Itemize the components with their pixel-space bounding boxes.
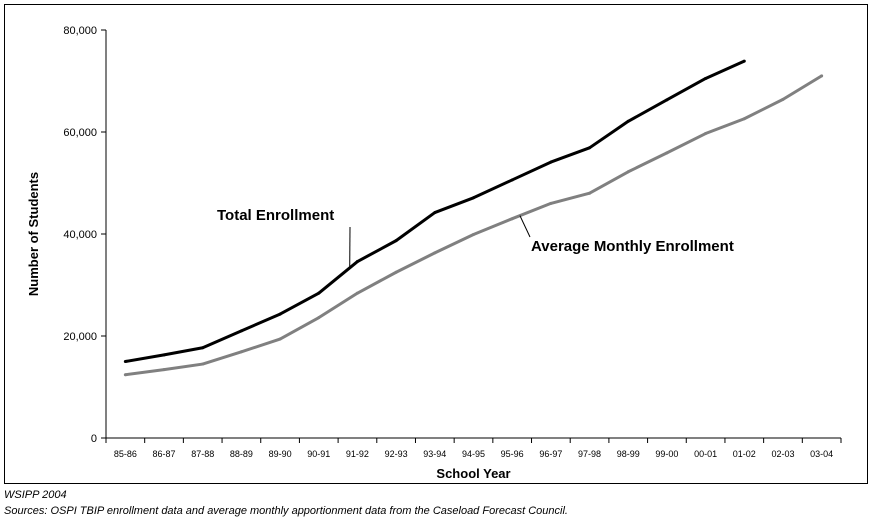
data-point	[162, 353, 166, 357]
series-label-total-enrollment: Total Enrollment	[217, 207, 334, 224]
line-chart: 0 20,000 40,000 60,000 80,000 85-86 86-87 87-88…	[26, 25, 842, 481]
y-tick-label: 0	[91, 433, 97, 445]
data-point	[665, 151, 669, 155]
data-point	[742, 59, 746, 63]
x-tick-label: 98-99	[617, 449, 640, 459]
x-tick-label: 00-01	[694, 449, 717, 459]
data-point	[704, 132, 708, 136]
x-axis-title: School Year	[436, 466, 510, 481]
x-tick-label: 85-86	[114, 449, 137, 459]
data-point	[239, 329, 243, 333]
data-point	[278, 337, 282, 341]
data-point	[433, 211, 437, 215]
labels: School Year Number of Students Total Enrol…	[26, 172, 734, 481]
x-tick-label: 91-92	[346, 449, 369, 459]
x-tick-label: 03-04	[810, 449, 833, 459]
data-point	[317, 291, 321, 295]
x-tick-label: 02-03	[771, 449, 794, 459]
ticks: 0 20,000 40,000 60,000 80,000 85-86 86-87 87-88…	[63, 25, 842, 459]
y-tick-label: 60,000	[63, 127, 97, 139]
data-point	[742, 117, 746, 121]
data-point	[510, 217, 514, 221]
y-axis-title: Number of Students	[26, 172, 41, 296]
data-point	[201, 346, 205, 350]
x-tick-label: 87-88	[191, 449, 214, 459]
data-point	[355, 260, 359, 264]
data-point	[588, 146, 592, 150]
data-point	[123, 373, 127, 377]
data-point	[278, 312, 282, 316]
series-line-average-monthly-enrollment	[125, 74, 823, 377]
data-point	[394, 270, 398, 274]
data-point	[510, 178, 514, 182]
x-tick-label: 90-91	[307, 449, 330, 459]
x-tick-label: 88-89	[230, 449, 253, 459]
y-tick-label: 40,000	[63, 229, 97, 241]
x-tick-label: 95-96	[501, 449, 524, 459]
data-point	[781, 97, 785, 101]
data-point	[317, 316, 321, 320]
data-point	[433, 251, 437, 255]
data-point	[123, 360, 127, 363]
series-lines	[123, 59, 824, 377]
x-tick-label: 94-95	[462, 449, 485, 459]
data-point	[472, 233, 475, 237]
series-label-average-monthly-enrollment: Average Monthly Enrollment	[531, 238, 734, 255]
y-tick-label: 80,000	[63, 25, 97, 37]
footer-sources: Sources: OSPI TBIP enrollment data and a…	[4, 505, 568, 517]
data-point	[626, 119, 630, 123]
data-point	[355, 291, 359, 295]
data-point	[549, 160, 553, 164]
footer-credit: WSIPP 2004	[4, 489, 67, 501]
data-point	[820, 74, 824, 78]
leader-line	[519, 215, 531, 238]
data-point	[394, 239, 398, 243]
data-point	[201, 362, 205, 366]
data-point	[472, 196, 475, 200]
x-tick-label: 99-00	[655, 449, 678, 459]
x-tick-label: 92-93	[385, 449, 408, 459]
x-tick-label: 93-94	[423, 449, 446, 459]
chart-frame: 0 20,000 40,000 60,000 80,000 85-86 86-87 87-88…	[4, 4, 868, 484]
x-tick-label: 01-02	[733, 449, 756, 459]
data-point	[704, 76, 708, 80]
x-tick-label: 97-98	[578, 449, 601, 459]
data-point	[162, 368, 166, 372]
data-point	[626, 170, 630, 174]
data-point	[549, 201, 553, 205]
data-point	[588, 191, 592, 195]
data-point	[665, 98, 669, 102]
y-tick-label: 20,000	[63, 331, 97, 343]
x-tick-label: 96-97	[539, 449, 562, 459]
x-tick-label: 86-87	[153, 449, 176, 459]
x-tick-label: 89-90	[269, 449, 292, 459]
data-point	[239, 350, 243, 354]
